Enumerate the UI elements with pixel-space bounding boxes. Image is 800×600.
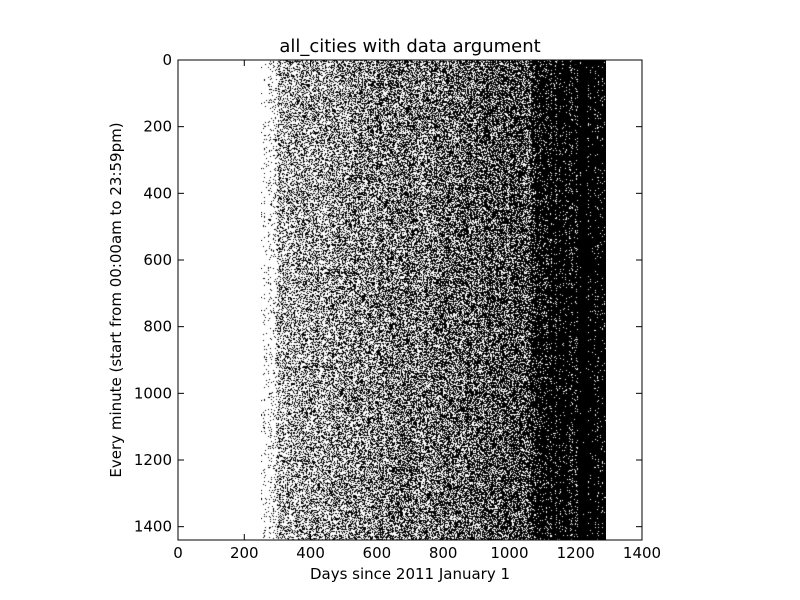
y-tick-label: 400 xyxy=(143,184,172,202)
y-tick-label: 800 xyxy=(143,318,172,336)
y-tick-label: 0 xyxy=(162,51,172,69)
y-tick-label: 1000 xyxy=(134,384,172,402)
x-tick-label: 1200 xyxy=(557,544,595,562)
x-tick-label: 800 xyxy=(429,544,458,562)
x-tick-label: 0 xyxy=(173,544,183,562)
x-axis-title: Days since 2011 January 1 xyxy=(310,565,510,583)
x-axis: 0 200 400 600 800 1000 1200 1400 xyxy=(173,60,661,562)
y-tick-label: 200 xyxy=(143,118,172,136)
y-axis-title: Every minute (start from 00:00am to 23:5… xyxy=(107,122,125,477)
x-tick-label: 1400 xyxy=(623,544,661,562)
x-tick-label: 200 xyxy=(230,544,259,562)
y-tick-label: 1200 xyxy=(134,451,172,469)
plot-frame xyxy=(177,59,643,541)
plot-area xyxy=(177,59,643,541)
x-tick-label: 400 xyxy=(296,544,325,562)
y-axis: 0 200 400 600 800 1000 1200 1400 xyxy=(134,51,642,536)
x-tick-label: 1000 xyxy=(490,544,528,562)
x-tick-label: 600 xyxy=(363,544,392,562)
heatmap-image xyxy=(261,60,606,540)
y-tick-label: 600 xyxy=(143,251,172,269)
y-tick-label: 1400 xyxy=(134,518,172,536)
chart-title: all_cities with data argument xyxy=(279,36,540,57)
